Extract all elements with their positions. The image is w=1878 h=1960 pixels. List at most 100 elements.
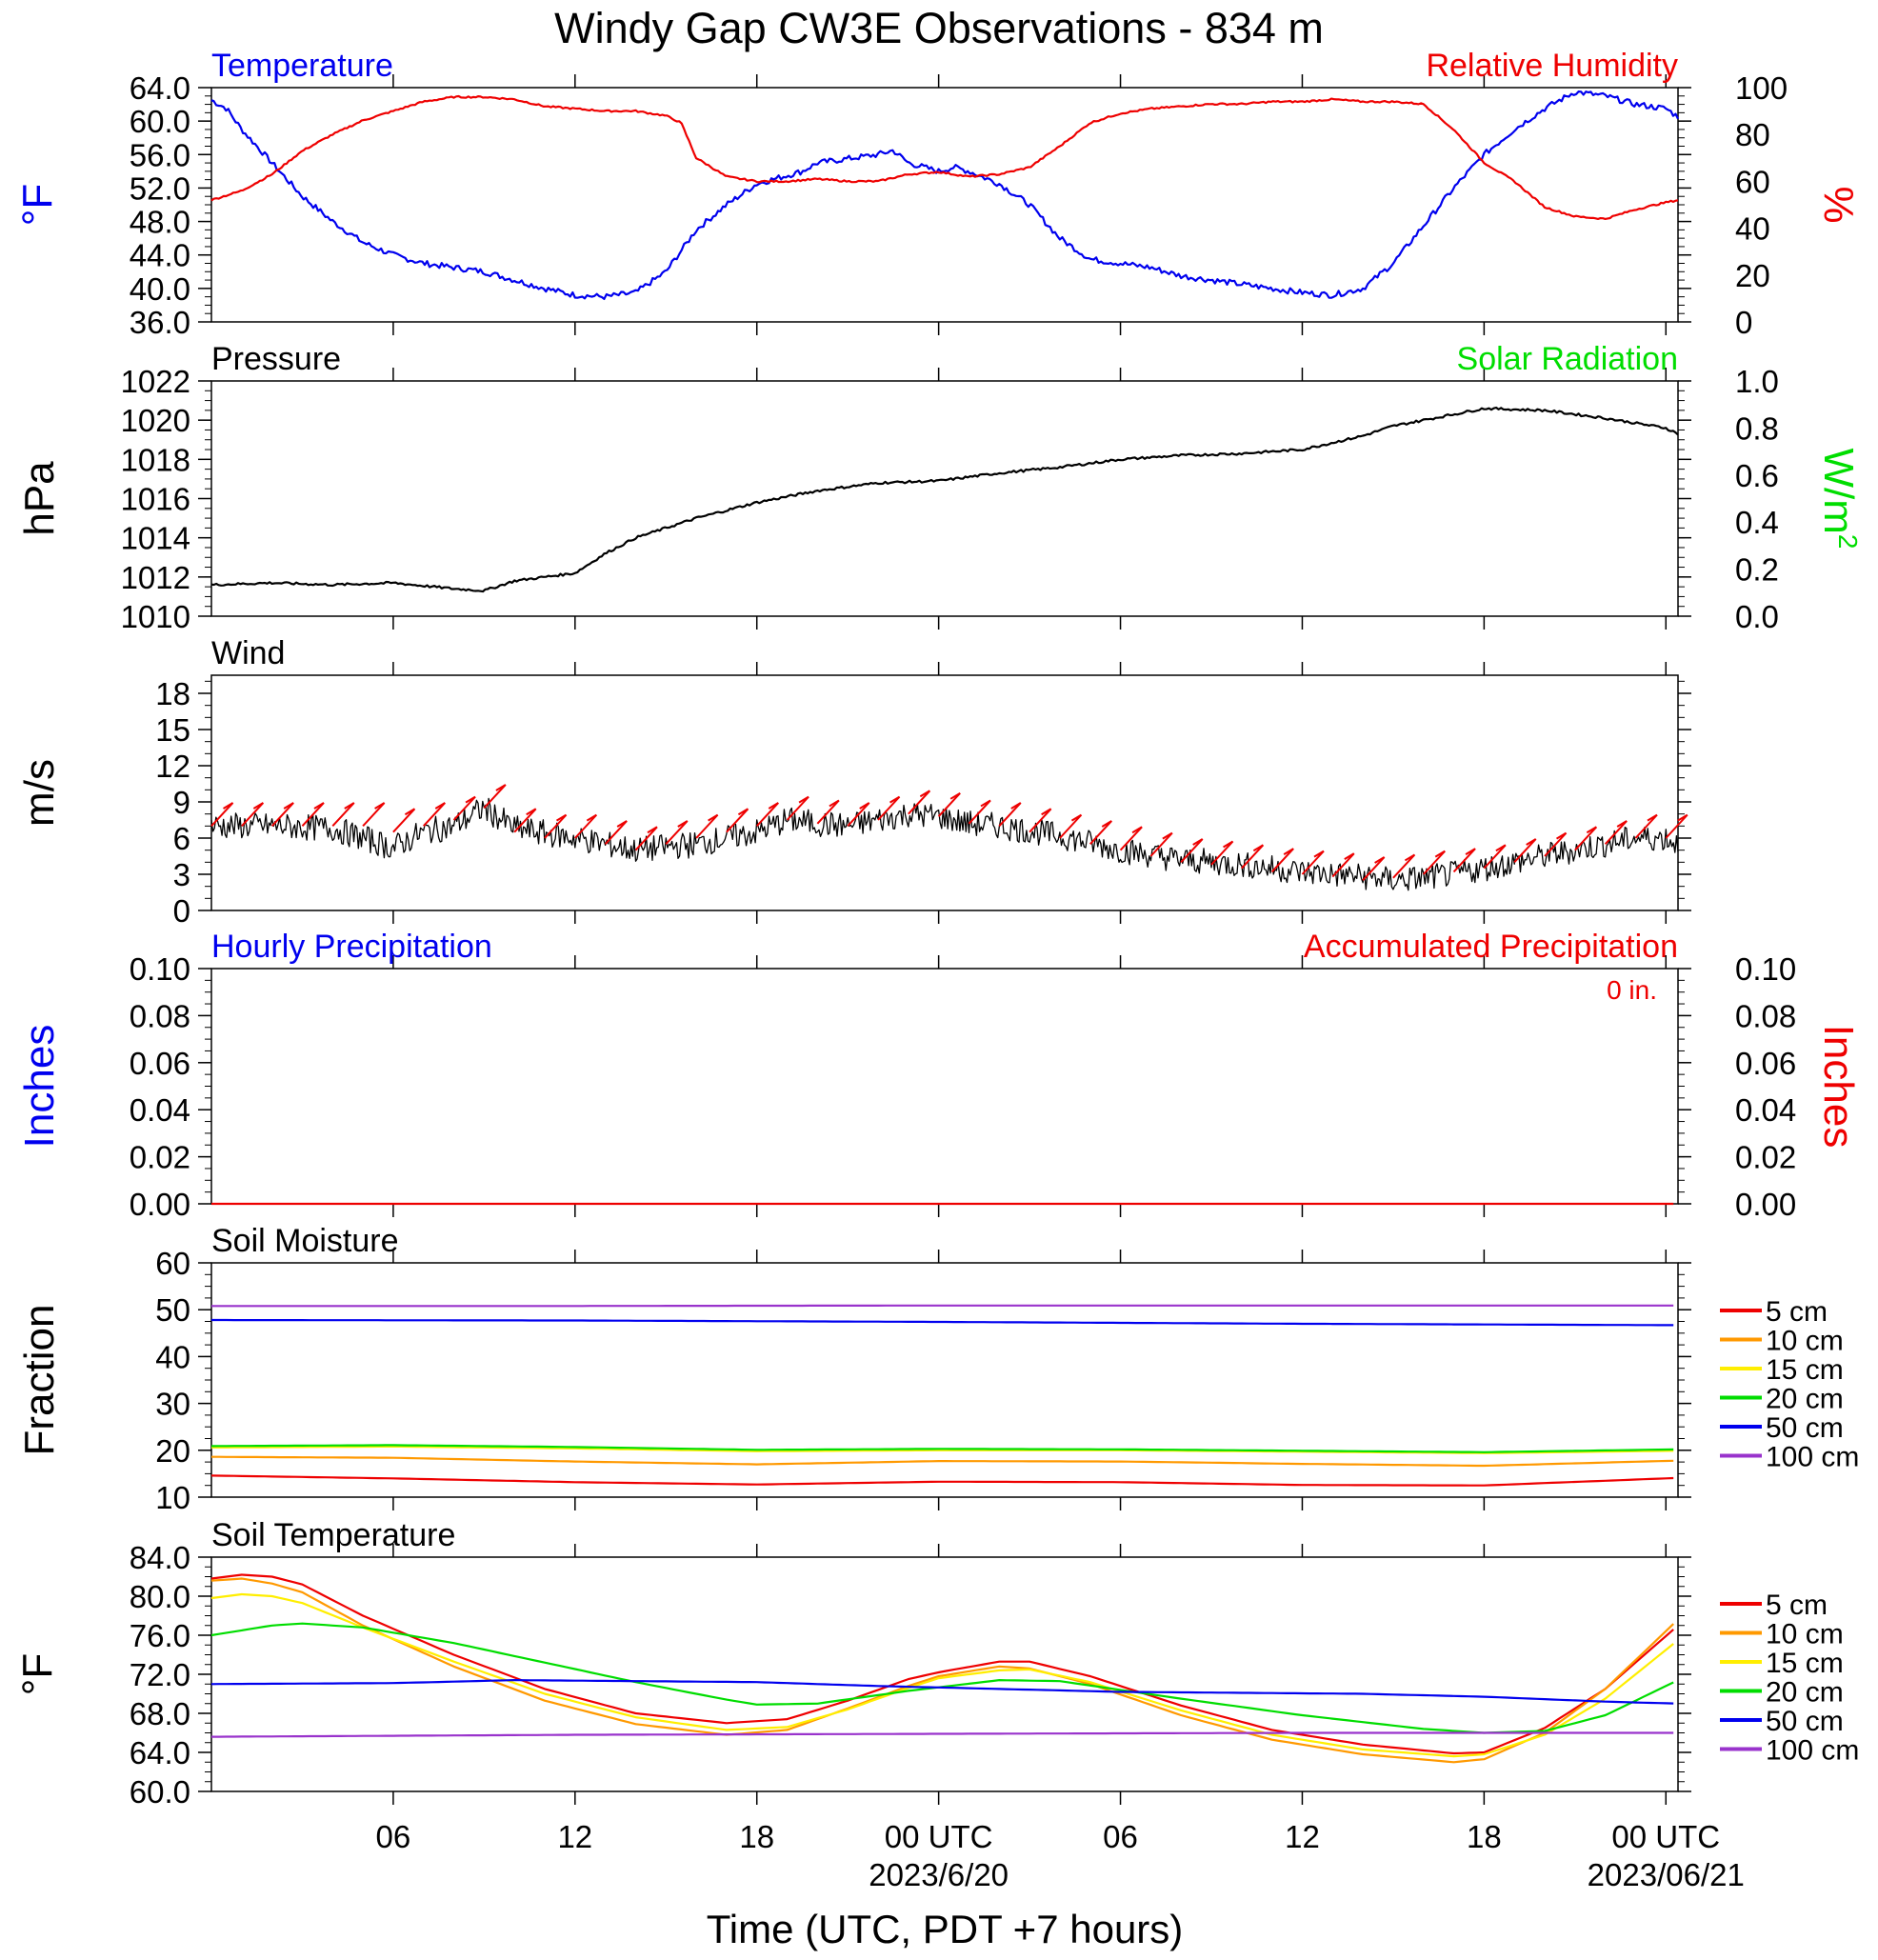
y-right-tick-label: 100	[1735, 70, 1788, 106]
legend-label: 100 cm	[1766, 1735, 1859, 1767]
wind-barb-flag	[1586, 826, 1597, 834]
legend-label: 15 cm	[1766, 1648, 1844, 1679]
wind-barb-flag	[768, 802, 779, 810]
wind-barb-flag	[919, 790, 930, 798]
wind-barb	[1210, 840, 1234, 866]
series-line-relative-humidity	[210, 94, 1679, 220]
wind-barb	[210, 802, 234, 828]
wind-barb	[392, 808, 416, 833]
wind-barb-flag	[1162, 831, 1173, 840]
y-axis-label-right: %	[1815, 186, 1862, 223]
wind-barb	[422, 802, 446, 828]
legend-label: 20 cm	[1766, 1677, 1844, 1709]
panel-title-left: Soil Moisture	[211, 1223, 399, 1259]
y-left-tick-label: 18	[155, 676, 190, 711]
wind-barb	[574, 813, 598, 839]
wind-barb	[301, 802, 325, 828]
wind-barb-flag	[526, 808, 537, 816]
panel-frame	[210, 380, 1679, 617]
panel-frame	[210, 968, 1679, 1205]
wind-barb	[968, 799, 991, 825]
panel-pressure-solar: 1022 1020 1018 1016 1014 1012 1010 1.0 0.8 0.6 0.4…	[16, 341, 1864, 634]
series-line-pressure	[210, 406, 1679, 593]
y-left-tick-label: 1010	[121, 599, 190, 634]
legend-label: 100 cm	[1766, 1442, 1859, 1473]
legend-label: 15 cm	[1766, 1354, 1844, 1386]
panel-title-left: Soil Temperature	[211, 1517, 455, 1553]
panel-title-right: Solar Radiation	[1457, 341, 1678, 377]
wind-barb-flag	[1465, 848, 1476, 855]
wind-barb	[1634, 813, 1658, 839]
y-left-tick-label: 1018	[121, 442, 190, 477]
y-right-tick-label: 0.06	[1735, 1046, 1796, 1081]
wind-barb	[1180, 838, 1204, 864]
wind-barb	[755, 802, 779, 828]
wind-barb-flag	[1647, 813, 1658, 822]
y-left-tick-label: 80.0	[130, 1579, 190, 1614]
y-left-tick-label: 1012	[121, 560, 190, 595]
wind-barb	[1362, 856, 1386, 882]
x-tick-label: 06	[1103, 1819, 1138, 1854]
panel-title-right: Relative Humidity	[1426, 48, 1678, 84]
y-right-tick-label: 0.0	[1735, 599, 1779, 634]
wind-barb-flag	[223, 802, 234, 810]
wind-barb	[1452, 848, 1476, 873]
y-left-tick-label: 68.0	[130, 1696, 190, 1731]
legend-label: 50 cm	[1766, 1706, 1844, 1737]
y-left-tick-label: 60.0	[130, 1774, 190, 1810]
wind-barb-flag	[1101, 820, 1112, 828]
wind-barb	[1241, 844, 1265, 870]
y-axis-label-left: hPa	[16, 461, 63, 536]
wind-barb-flag	[737, 808, 749, 816]
wind-barb	[1604, 820, 1628, 846]
y-left-tick-label: 1022	[121, 364, 190, 399]
wind-barb	[544, 813, 568, 839]
wind-barb	[877, 795, 901, 821]
wind-barb-flag	[647, 826, 658, 834]
y-left-tick-label: 44.0	[130, 238, 190, 273]
series-line-100-cm	[211, 1731, 1674, 1738]
wind-barb-flag	[434, 802, 446, 810]
panel-frame	[210, 87, 1679, 323]
panel-title-left: Wind	[211, 635, 285, 671]
x-tick-label: 00 UTC	[1611, 1819, 1720, 1854]
legend-label: 5 cm	[1766, 1296, 1828, 1328]
wind-barb-flag	[1252, 844, 1264, 852]
wind-barb	[1422, 850, 1446, 875]
y-left-tick-label: 0.04	[130, 1092, 190, 1128]
x-tick-label: 18	[739, 1819, 774, 1854]
wind-barb-flag	[798, 795, 809, 804]
wind-barb-flag	[1374, 856, 1386, 864]
x-tick-label: 12	[557, 1819, 592, 1854]
wind-barb	[1574, 826, 1598, 851]
y-right-tick-label: 0.02	[1735, 1140, 1796, 1175]
chart-title: Windy Gap CW3E Observations - 834 m	[554, 4, 1324, 52]
y-left-tick-label: 56.0	[130, 137, 190, 172]
y-axis-label-right-superscript: 2	[1834, 534, 1864, 550]
x-axis-label: Time (UTC, PDT +7 hours)	[707, 1907, 1184, 1951]
panel-title-right: Accumulated Precipitation	[1304, 929, 1678, 965]
y-axis-label-left: °F	[14, 1653, 61, 1695]
wind-barb	[241, 802, 265, 828]
series-line-50-cm	[210, 1678, 1674, 1705]
panel-soil-moisture: 60 50 40 30 20 10 Soil Moisture Fraction	[16, 1223, 1691, 1515]
y-axis-label-left: °F	[14, 184, 61, 226]
panel-soil-temperature: 84.0 80.0 76.0 72.0 68.0 64.0 60.0 Soil Tempera…	[14, 1517, 1691, 1810]
wind-barb-flag	[556, 813, 568, 822]
wind-barb	[331, 802, 355, 828]
y-axis-label-right: W/m2	[1815, 449, 1864, 550]
panel-temperature-rh: 64.060.056.052.048.044.040.036.0 100 80 60 4…	[14, 48, 1862, 340]
wind-barb	[998, 802, 1022, 828]
y-right-tick-label: 0.8	[1735, 410, 1779, 446]
y-left-tick-label: 12	[155, 749, 190, 784]
y-left-tick-label: 1020	[121, 403, 190, 438]
wind-barb-flag	[616, 820, 628, 828]
wind-barb	[634, 826, 658, 851]
wind-barb-flag	[374, 802, 386, 810]
x-tick-label: 12	[1285, 1819, 1320, 1854]
wind-barb-flag	[495, 784, 507, 791]
wind-barb	[908, 790, 931, 815]
x-date-label: 2023/6/20	[869, 1857, 1009, 1892]
y-right-tick-label: 0.10	[1735, 951, 1796, 987]
